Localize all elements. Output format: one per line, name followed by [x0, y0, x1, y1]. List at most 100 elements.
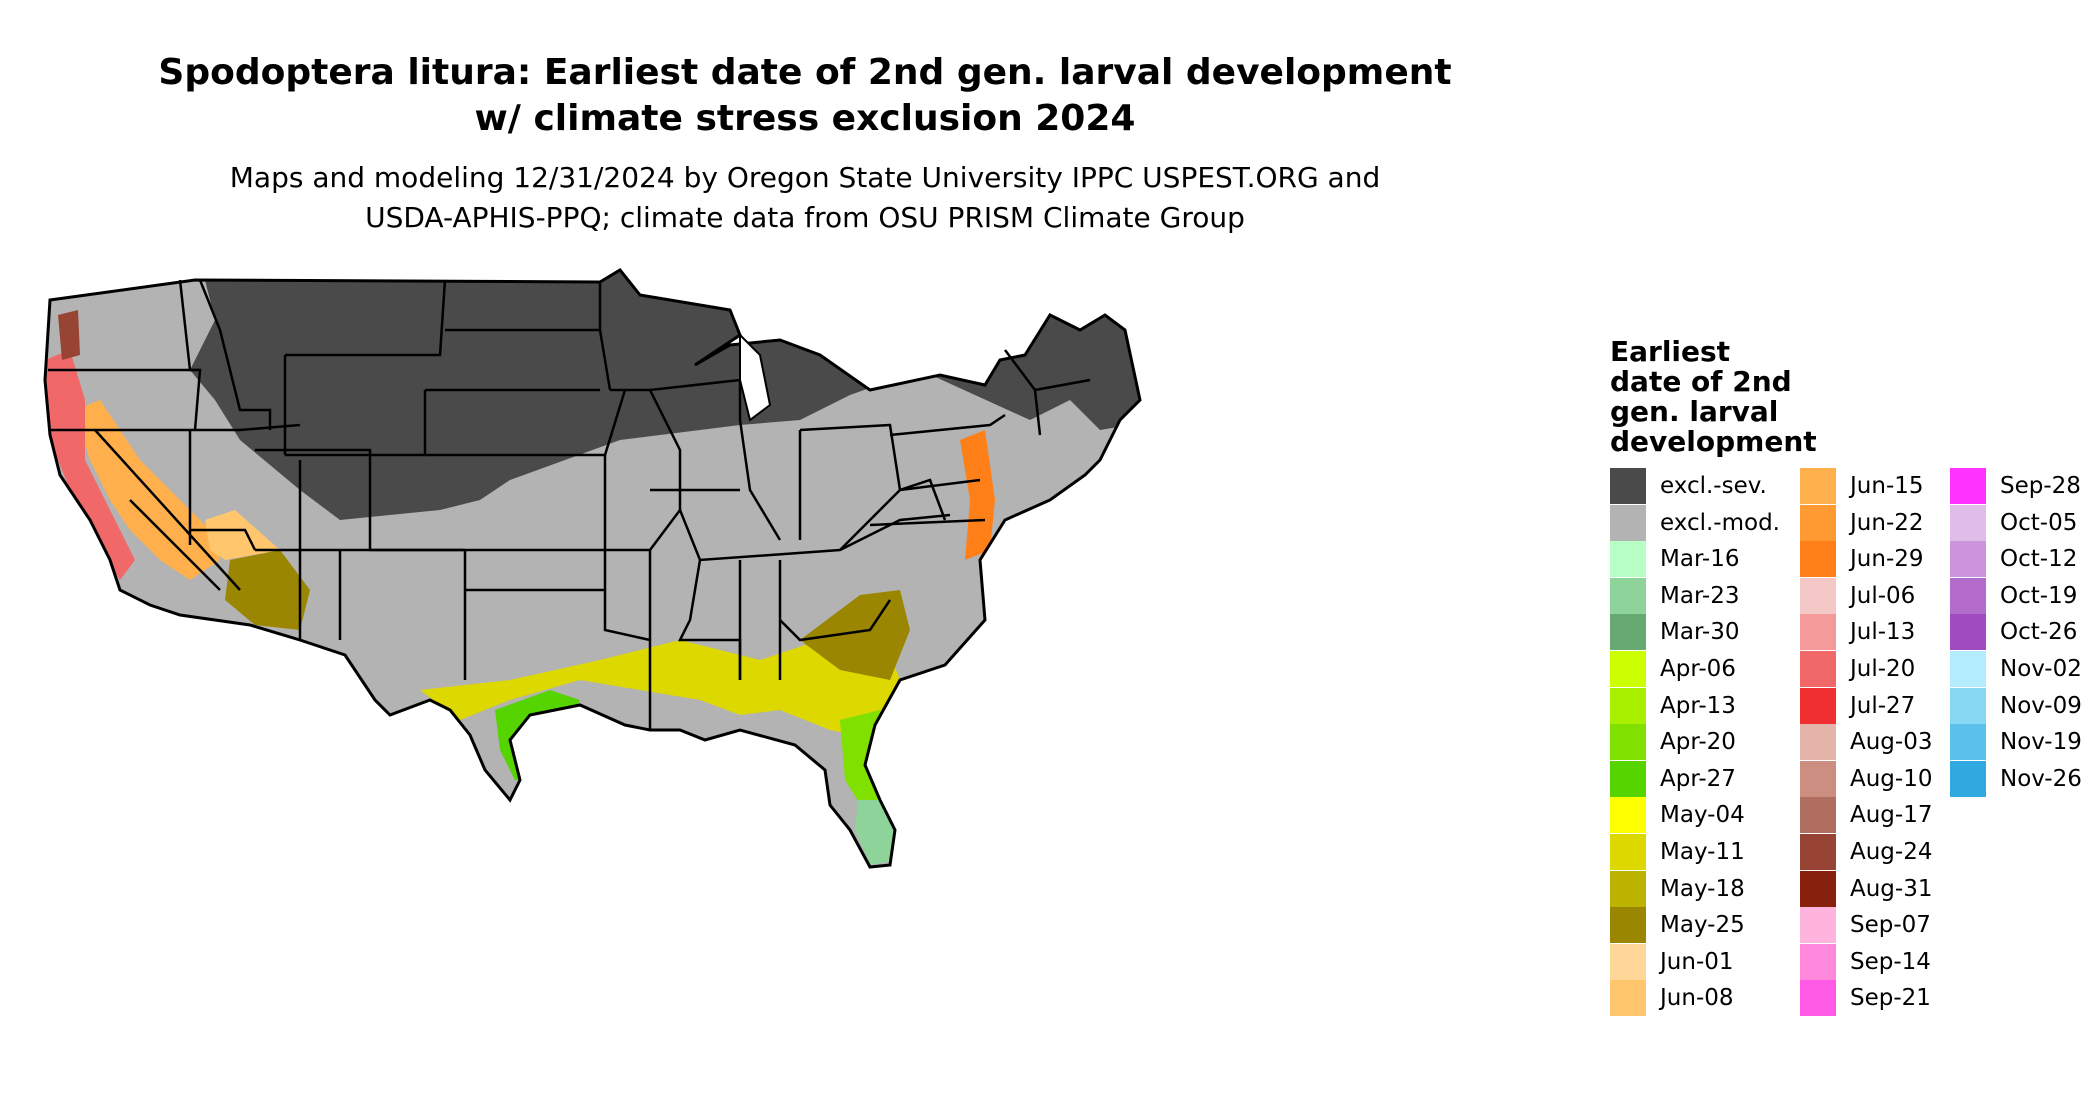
legend-title-line: gen. larval — [1610, 395, 1779, 428]
map-title: Spodoptera litura: Earliest date of 2nd … — [100, 50, 1510, 142]
legend-swatch — [1800, 724, 1836, 761]
legend-item: Oct-05 — [1950, 504, 2100, 541]
legend-item: Mar-30 — [1610, 614, 1810, 651]
legend-item: May-18 — [1610, 870, 1810, 907]
legend-label: Oct-26 — [2000, 619, 2078, 646]
legend-swatch — [1610, 577, 1646, 614]
legend-swatch — [1950, 760, 1986, 797]
legend-swatch — [1950, 504, 1986, 541]
us-outline — [43, 268, 1142, 869]
legend-item: Jul-13 — [1800, 614, 2000, 651]
legend-label: Aug-10 — [1850, 765, 1933, 792]
legend-swatch — [1800, 577, 1836, 614]
legend-swatch — [1610, 870, 1646, 907]
legend-label: Sep-28 — [2000, 473, 2081, 499]
legend-swatch — [1950, 468, 1986, 504]
legend-label: Oct-05 — [2000, 509, 2078, 536]
legend-label: Aug-24 — [1850, 839, 1933, 865]
legend-label: Jul-20 — [1850, 656, 1916, 682]
legend-item: Aug-31 — [1800, 870, 2000, 907]
legend-label: Apr-27 — [1660, 765, 1736, 792]
legend-item: Oct-19 — [1950, 577, 2100, 614]
legend-swatch — [1610, 724, 1646, 761]
legend-swatch — [1950, 614, 1986, 651]
legend-item: Sep-21 — [1800, 980, 2000, 1017]
legend-label: Nov-09 — [2000, 692, 2082, 719]
legend-item: May-25 — [1610, 907, 1810, 944]
legend-label: Aug-03 — [1850, 729, 1933, 756]
us-map — [43, 268, 1142, 869]
legend-label: Apr-13 — [1660, 692, 1736, 719]
legend-label: Jun-08 — [1660, 985, 1734, 1012]
legend-title-line: Earliest — [1610, 335, 1731, 368]
legend-swatch — [1800, 614, 1836, 651]
legend-label: Sep-21 — [1850, 985, 1931, 1012]
legend-swatch — [1950, 541, 1986, 578]
legend-item: Aug-03 — [1800, 724, 2000, 761]
arizona-desert-zone — [225, 550, 310, 630]
legend-label: Sep-14 — [1850, 948, 1931, 975]
great-lakes — [739, 332, 772, 422]
legend-label: Aug-31 — [1850, 875, 1933, 902]
legend-item: May-11 — [1610, 834, 1810, 870]
legend-item: May-04 — [1610, 797, 1810, 834]
legend-item: Jul-06 — [1800, 577, 2000, 614]
state-boundaries — [48, 279, 1091, 730]
legend-item: Jun-15 — [1800, 468, 2000, 504]
legend-item: Apr-27 — [1610, 760, 1810, 797]
legend-swatch — [1950, 651, 1986, 687]
legend-swatch — [1950, 577, 1986, 614]
subtitle-line-2: USDA-APHIS-PPQ; climate data from OSU PR… — [365, 201, 1245, 234]
legend-swatch — [1800, 834, 1836, 870]
legend-label: Mar-30 — [1660, 619, 1740, 646]
legend-label: Jun-29 — [1850, 546, 1924, 573]
legend-item: Sep-14 — [1800, 943, 2000, 980]
legend-item: Jun-01 — [1610, 943, 1810, 980]
legend-item: Apr-06 — [1610, 651, 1810, 687]
legend-label: Jul-13 — [1850, 619, 1916, 646]
legend-label: May-04 — [1660, 802, 1745, 829]
legend-swatch — [1610, 614, 1646, 651]
legend-swatch — [1610, 943, 1646, 980]
legend-swatch — [1800, 468, 1836, 504]
legend-item: Mar-16 — [1610, 541, 1810, 578]
atlantic-coast-zone — [960, 430, 995, 560]
legend-item: Aug-24 — [1800, 834, 2000, 870]
subtitle-line-1: Maps and modeling 12/31/2024 by Oregon S… — [229, 161, 1381, 194]
legend-label: May-25 — [1660, 912, 1745, 939]
legend-item: Oct-12 — [1950, 541, 2100, 578]
legend-item: Nov-09 — [1950, 687, 2100, 724]
legend-item: Jul-27 — [1800, 687, 2000, 724]
legend-swatch — [1800, 797, 1836, 834]
legend-title-line: date of 2nd — [1610, 365, 1792, 398]
desert-margin-zone — [205, 510, 280, 560]
legend-label: Jul-27 — [1850, 692, 1916, 719]
legend-swatch — [1800, 504, 1836, 541]
legend-label: Jun-15 — [1850, 473, 1924, 499]
california-coast-zone — [45, 350, 135, 580]
legend-item: Oct-26 — [1950, 614, 2100, 651]
legend-item: Sep-07 — [1800, 907, 2000, 944]
legend-label: Jun-01 — [1660, 948, 1734, 975]
legend-label: Apr-20 — [1660, 729, 1736, 756]
legend-swatch — [1610, 797, 1646, 834]
legend-item: Sep-28 — [1950, 468, 2100, 504]
legend-label: Sep-07 — [1850, 912, 1931, 939]
legend-swatch — [1800, 870, 1836, 907]
legend-label: Oct-12 — [2000, 546, 2078, 573]
legend-label: Nov-02 — [2000, 656, 2082, 682]
legend-label: excl.-sev. — [1660, 473, 1767, 499]
legend-swatch — [1950, 687, 1986, 724]
legend-title: Earliest date of 2nd gen. larval develop… — [1610, 337, 1850, 457]
legend-item: Mar-23 — [1610, 577, 1810, 614]
legend-swatch — [1800, 687, 1836, 724]
legend-item: Jun-29 — [1800, 541, 2000, 578]
legend-item: excl.-mod. — [1610, 504, 1810, 541]
legend-label: Aug-17 — [1850, 802, 1933, 829]
legend-item: Aug-17 — [1800, 797, 2000, 834]
legend-item: Jul-20 — [1800, 651, 2000, 687]
legend-item: Nov-26 — [1950, 760, 2100, 797]
legend-label: May-11 — [1660, 839, 1745, 865]
title-line-1: Spodoptera litura: Earliest date of 2nd … — [158, 52, 1452, 93]
legend-swatch — [1610, 504, 1646, 541]
